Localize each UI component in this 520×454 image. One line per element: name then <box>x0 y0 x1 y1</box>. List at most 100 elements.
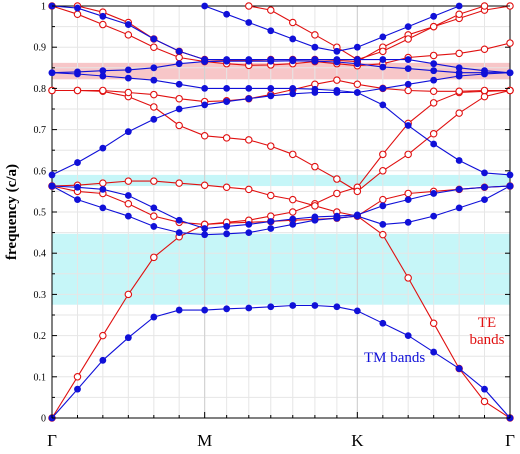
te-data-point <box>222 134 231 142</box>
tm-data-point <box>245 304 253 312</box>
te-data-point <box>175 179 183 187</box>
te-data-point <box>404 86 412 95</box>
tm-data-point <box>379 319 387 327</box>
tm-data-point <box>175 105 183 113</box>
tm-data-point <box>175 306 183 314</box>
y-tick-label: 0.4 <box>34 249 47 260</box>
te-data-point <box>429 87 438 96</box>
te-data-point <box>267 142 275 150</box>
te-data-point <box>311 31 319 39</box>
tm-band <box>48 182 514 232</box>
te-data-point <box>245 136 253 144</box>
te-data-point <box>480 86 489 95</box>
tm-data-point <box>333 303 341 311</box>
x-tick-label: M <box>197 431 212 450</box>
tm-data-point <box>99 185 107 193</box>
band-line <box>51 304 511 419</box>
tm-data-point <box>223 223 231 230</box>
tm-data-point <box>267 218 275 225</box>
te-data-point <box>99 331 107 340</box>
tm-data-point <box>481 385 488 393</box>
band-line <box>51 5 511 67</box>
te-band <box>73 2 514 66</box>
te-data-point <box>99 179 107 187</box>
te-data-point <box>150 212 158 220</box>
tm-data-point <box>99 67 107 75</box>
te-data-point <box>311 162 319 171</box>
tm-data-point <box>404 218 412 226</box>
tm-data-point <box>289 35 297 43</box>
tm-data-point <box>175 229 183 237</box>
te-data-point <box>404 189 412 198</box>
tm-data-point <box>223 85 231 92</box>
tm-data-point <box>289 90 297 98</box>
te-data-point <box>124 177 133 185</box>
band-line <box>51 60 510 74</box>
tm-band-gap-1 <box>52 174 510 187</box>
te-data-point <box>150 43 158 51</box>
tm-data-point <box>404 196 412 204</box>
y-tick-label: 0.2 <box>34 331 47 342</box>
tm-data-point <box>481 196 488 204</box>
te-band <box>48 86 514 229</box>
tm-data-point <box>289 220 297 228</box>
tm-band <box>48 302 514 422</box>
te-data-point <box>480 397 489 406</box>
tm-data-point <box>353 89 361 96</box>
te-data-point <box>480 92 489 101</box>
tm-data-point <box>455 2 463 10</box>
y-tick-label: 0.3 <box>34 290 47 301</box>
tm-data-point <box>124 128 132 136</box>
te-data-point <box>289 18 297 27</box>
band-line <box>51 180 511 217</box>
te-data-point <box>311 202 319 210</box>
te-label-line: bands <box>470 332 505 348</box>
tm-data-point <box>150 76 158 84</box>
tm-data-point <box>201 85 209 92</box>
tm-data-point <box>311 85 319 93</box>
x-tick-label: Γ <box>47 431 57 450</box>
y-tick-labels: 0 0.1 0.2 0.3 0.4 0.5 0.6 0.7 0.8 0.9 1 <box>34 2 510 425</box>
y-tick-label: 0.8 <box>34 84 47 95</box>
tm-data-point <box>99 144 107 152</box>
tm-data-point <box>404 65 412 73</box>
band-line <box>51 91 511 176</box>
te-data-point <box>245 2 253 10</box>
te-data-point <box>429 319 438 327</box>
tm-data-point <box>311 43 319 51</box>
tm-band <box>201 2 463 55</box>
te-data-point <box>429 129 438 138</box>
te-band <box>48 86 514 196</box>
tm-data-point <box>289 215 297 223</box>
te-data-point <box>379 195 387 204</box>
te-data-point <box>506 39 514 47</box>
tm-data-point <box>175 216 183 224</box>
tm-data-point <box>379 63 387 71</box>
tm-data-point <box>267 225 275 232</box>
tm-data-point <box>379 33 387 41</box>
tm-bands-label: TM bands <box>364 350 425 366</box>
y-tick-label: 0.9 <box>34 43 47 54</box>
band-gap-regions <box>52 62 510 305</box>
te-data-point <box>99 20 107 29</box>
te-data-point <box>267 191 275 200</box>
te-band <box>48 76 514 106</box>
tm-data-point <box>175 47 183 55</box>
band-line <box>51 185 511 230</box>
tm-data-point <box>379 85 387 92</box>
tm-data-point <box>430 67 438 75</box>
tm-data-point <box>430 190 438 197</box>
te-data-point <box>480 45 489 54</box>
tm-band <box>48 69 514 96</box>
tm-data-point <box>404 80 412 88</box>
tm-data-point <box>150 35 158 43</box>
y-tick-label: 0 <box>41 414 46 425</box>
tm-data-point <box>333 87 341 94</box>
te-bands-label: TE bands <box>470 315 505 348</box>
tm-data-point <box>245 229 253 237</box>
te-data-point <box>175 53 183 62</box>
tm-data-point <box>74 196 81 204</box>
tm-data-point <box>150 223 158 230</box>
tm-data-point <box>353 43 361 51</box>
band-line <box>248 5 485 61</box>
